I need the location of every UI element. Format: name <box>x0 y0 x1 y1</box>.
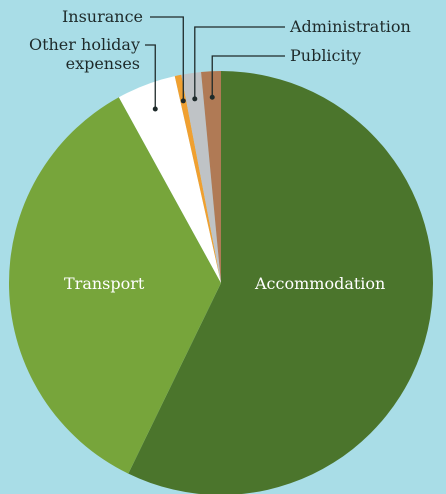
slice-label: Accommodation <box>255 274 386 293</box>
pie-slice <box>128 71 433 494</box>
slice-label: Transport <box>64 274 145 293</box>
slice-label: Insurance <box>61 7 143 26</box>
leader-line <box>145 44 156 110</box>
leader-line <box>194 26 285 99</box>
slice-label: Other holiday expenses <box>28 35 140 73</box>
leader-line <box>211 55 285 98</box>
leader-line <box>150 16 184 101</box>
leader-dot <box>209 94 215 100</box>
pie-slice <box>174 74 221 284</box>
pie-slice <box>181 71 221 284</box>
slice-label: Publicity <box>290 46 362 65</box>
leader-dot <box>192 96 198 102</box>
pie-slice <box>201 71 221 283</box>
pie-slice <box>8 97 222 474</box>
leader-dot <box>180 98 186 104</box>
slice-label: Administration <box>290 17 411 36</box>
pie-slice <box>118 76 221 283</box>
leader-dot <box>152 106 158 112</box>
